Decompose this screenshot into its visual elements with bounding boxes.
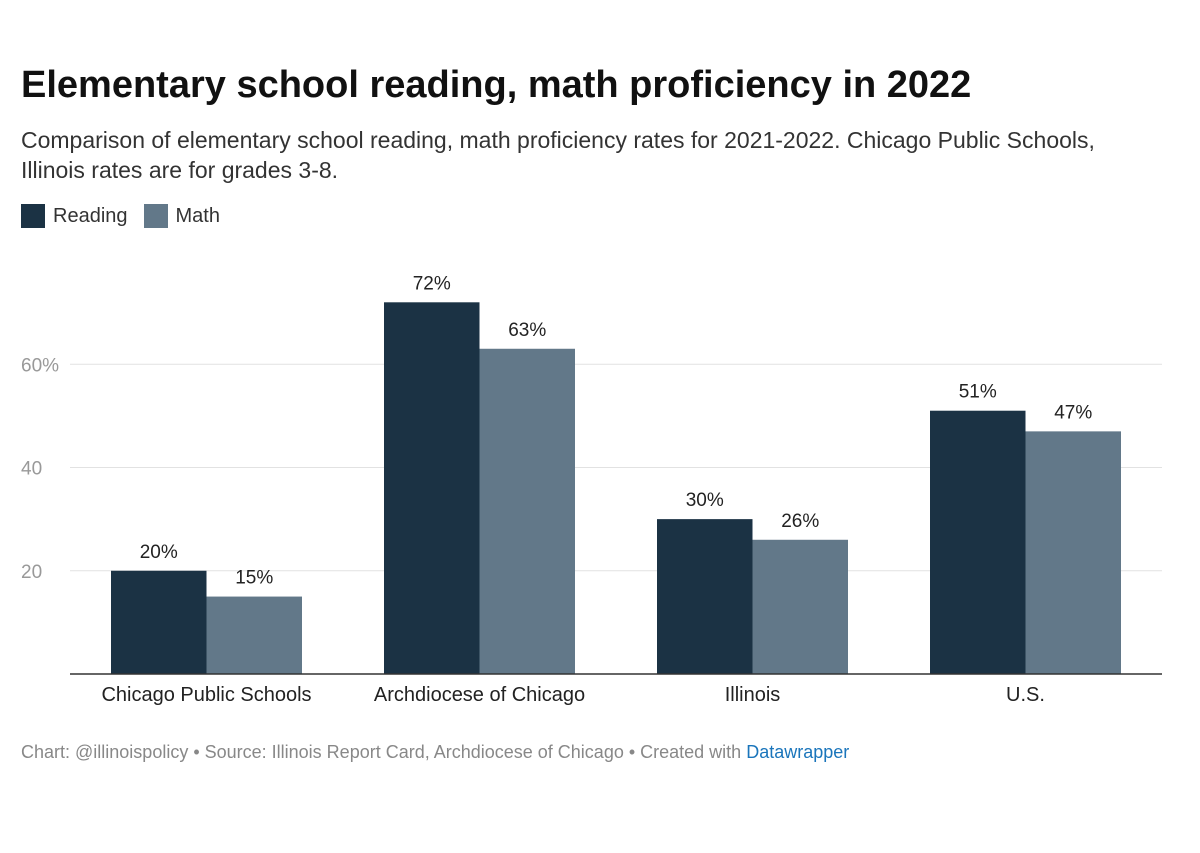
legend-item-reading: Reading bbox=[21, 204, 128, 228]
legend: Reading Math bbox=[21, 204, 236, 228]
bar-reading bbox=[930, 410, 1026, 674]
legend-swatch-reading bbox=[21, 204, 45, 228]
legend-swatch-math bbox=[143, 204, 168, 228]
bar-math bbox=[479, 348, 575, 674]
data-label-reading: 72% bbox=[413, 273, 451, 294]
bar-reading bbox=[384, 302, 480, 674]
bar-math bbox=[752, 539, 848, 674]
data-label-reading: 20% bbox=[140, 542, 178, 563]
y-tick-label: 60% bbox=[21, 355, 59, 376]
chart-footer: Chart: @illinoispolicy • Source: Illinoi… bbox=[21, 742, 849, 763]
legend-label-math: Math bbox=[175, 204, 220, 227]
data-label-reading: 51% bbox=[959, 382, 997, 403]
chart-title: Elementary school reading, math proficie… bbox=[21, 64, 972, 106]
data-label-math: 26% bbox=[781, 511, 819, 532]
data-label-reading: 30% bbox=[686, 490, 724, 511]
bar-math bbox=[206, 596, 302, 674]
x-tick-label: Chicago Public Schools bbox=[101, 684, 311, 706]
bar-reading bbox=[111, 570, 207, 674]
bar-reading bbox=[657, 519, 753, 674]
y-tick-label: 20 bbox=[21, 562, 42, 583]
legend-item-math: Math bbox=[143, 204, 220, 228]
footer-credits: Chart: @illinoispolicy • Source: Illinoi… bbox=[21, 742, 747, 762]
data-label-math: 47% bbox=[1054, 402, 1092, 423]
x-tick-label: Archdiocese of Chicago bbox=[374, 684, 585, 706]
data-label-math: 15% bbox=[235, 568, 273, 589]
x-tick-label: Illinois bbox=[725, 684, 781, 706]
bar-math bbox=[1025, 431, 1121, 674]
legend-label-reading: Reading bbox=[53, 204, 128, 227]
data-label-math: 63% bbox=[508, 320, 546, 341]
x-tick-label: U.S. bbox=[1006, 684, 1045, 706]
y-tick-label: 40 bbox=[21, 459, 42, 480]
footer-brand-link[interactable]: Datawrapper bbox=[746, 742, 850, 762]
chart-subtitle: Comparison of elementary school reading,… bbox=[21, 127, 1095, 183]
